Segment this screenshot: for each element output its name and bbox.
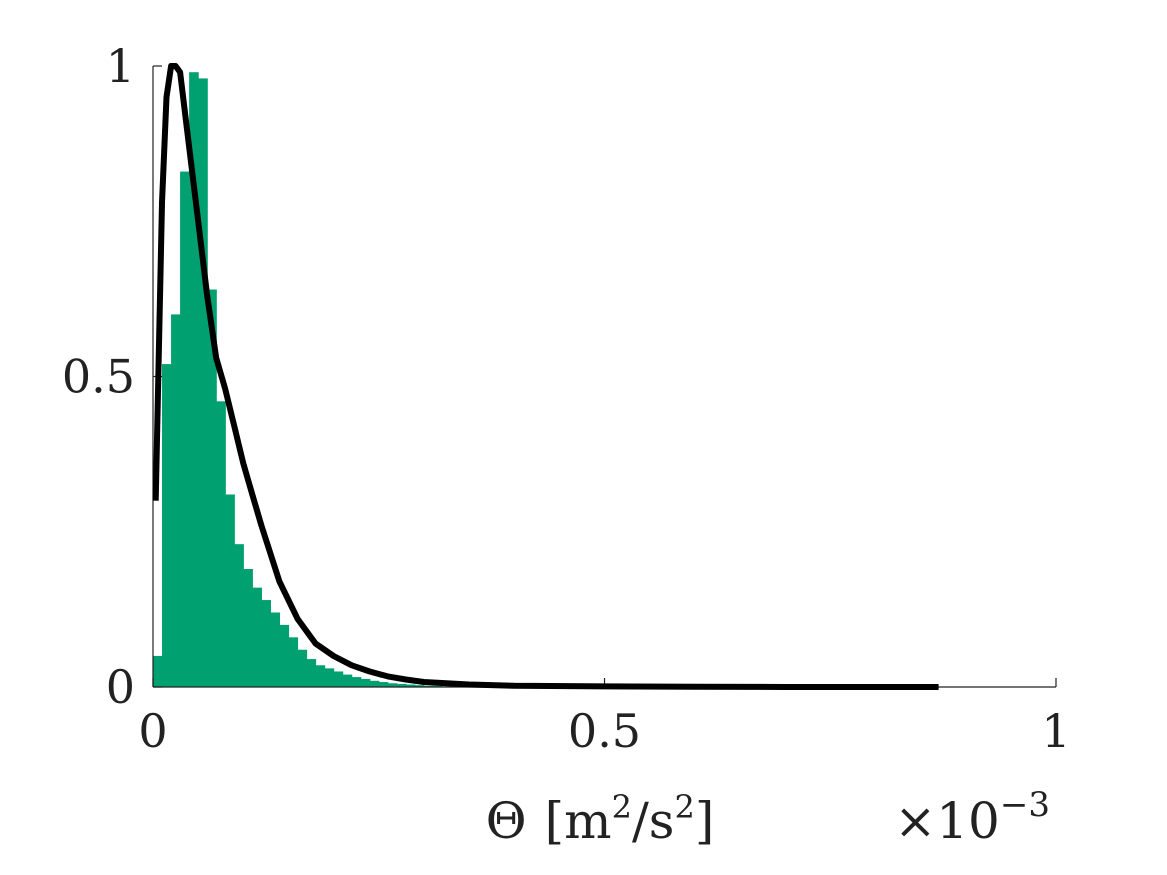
- histogram-bar: [270, 612, 281, 687]
- histogram-bar: [342, 674, 353, 687]
- histogram-bar: [315, 665, 326, 687]
- histogram-bar: [378, 682, 389, 687]
- histogram-bar: [423, 685, 434, 687]
- fit-curve-line: [152, 63, 939, 690]
- x-tick-label: 0.5: [568, 704, 641, 758]
- histogram-bar: [279, 624, 290, 687]
- histogram-bar: [180, 171, 190, 687]
- histogram-bar: [414, 685, 425, 687]
- histogram-bar: [198, 78, 208, 688]
- histogram-bar: [261, 600, 271, 687]
- histogram-bar: [252, 587, 262, 687]
- histogram-bar: [360, 678, 371, 687]
- histogram-bar: [333, 671, 344, 687]
- histogram-bar: [387, 683, 398, 687]
- histogram-bar: [351, 677, 362, 687]
- histogram-bar: [234, 544, 244, 687]
- histogram-bar: [288, 637, 299, 687]
- x-axis-label: Θ [m2/s2]: [486, 788, 715, 850]
- histogram-bar: [207, 289, 217, 687]
- histogram-bar: [297, 649, 308, 687]
- histogram-bar: [396, 683, 407, 687]
- y-tick-label: 0.5: [62, 350, 135, 404]
- histogram-bar: [216, 401, 226, 687]
- histogram-bar: [432, 685, 443, 687]
- histogram-bar: [153, 655, 163, 687]
- histogram-bar: [162, 364, 172, 687]
- x-tick-label: 1: [1041, 704, 1070, 758]
- y-tick-label: 0: [106, 660, 135, 714]
- y-tick-label: 1: [106, 39, 135, 93]
- tick-labels: 0 0.5 1 0 0.5 1: [62, 39, 1071, 758]
- x-axis-multiplier: ×10−3: [894, 785, 1050, 850]
- histogram-bar: [189, 72, 199, 687]
- histogram-bar: [225, 494, 235, 687]
- histogram-bar: [324, 668, 335, 687]
- fit-curve-layer: [152, 63, 939, 690]
- x-tick-label: 0: [138, 704, 167, 758]
- histogram-bar: [405, 684, 416, 687]
- histogram-bar: [243, 569, 253, 687]
- histogram-bar: [369, 680, 380, 687]
- histogram-bar: [171, 314, 181, 687]
- histogram-bar: [306, 659, 317, 687]
- histogram-bars: [153, 72, 461, 688]
